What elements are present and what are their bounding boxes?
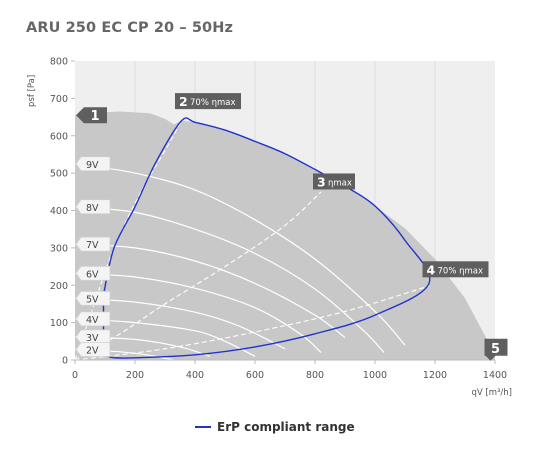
legend-line-swatch — [195, 426, 211, 428]
voltage-curve-9v — [75, 163, 406, 346]
voltage-tag — [75, 199, 111, 215]
y-tick-label: 100 — [50, 318, 68, 329]
efficiency-line — [75, 285, 430, 360]
legend-label: ErP compliant range — [217, 420, 355, 434]
legend: ErP compliant range — [195, 420, 355, 434]
marker-3-label: ηmax — [328, 178, 352, 188]
y-tick-label: 600 — [50, 131, 68, 142]
marker-2-label: 70% ηmax — [190, 98, 236, 108]
marker-4-num: 4 — [427, 262, 436, 277]
marker-1-label: 1 — [90, 109, 99, 124]
voltage-tag-label: 9V — [86, 160, 99, 171]
performance-chart: 9V 8V 7V 6V 5V 4V 3V 2V 0 100 200 300 400 500 600 700 80… — [27, 57, 512, 399]
marker-3 — [313, 173, 355, 190]
x-tick-label: 1400 — [483, 370, 507, 381]
y-tick-label: 300 — [50, 243, 68, 254]
voltage-tag — [75, 265, 111, 281]
y-tick-label: 200 — [50, 281, 68, 292]
voltage-tag-label: 2V — [86, 346, 99, 357]
x-axis-label: qV [m³/h] — [472, 388, 512, 398]
voltage-tag-label: 6V — [86, 269, 99, 280]
voltage-tag-label: 4V — [86, 315, 99, 326]
efficiency-line — [75, 191, 322, 360]
y-tick-label: 500 — [50, 169, 68, 180]
voltage-tag — [75, 342, 111, 357]
x-tick-label: 0 — [72, 370, 78, 381]
y-axis-label: psf [Pa] — [27, 75, 37, 107]
marker-5-label: 5 — [491, 342, 500, 357]
marker-5 — [484, 338, 508, 361]
voltage-curve-7v — [75, 243, 346, 339]
y-tick-label: 800 — [50, 57, 68, 68]
voltage-curve-8v — [75, 206, 385, 353]
voltage-tag — [75, 290, 111, 306]
voltage-curve-5v — [75, 297, 286, 350]
y-tick-label: 0 — [62, 356, 68, 367]
voltage-tag-label: 7V — [86, 240, 99, 251]
x-tick-label: 800 — [306, 370, 324, 381]
voltage-tag-label: 3V — [86, 333, 99, 344]
marker-3-num: 3 — [317, 174, 326, 189]
x-tick-label: 200 — [126, 370, 144, 381]
y-tick-label: 700 — [50, 94, 68, 105]
marker-2-num: 2 — [179, 94, 188, 109]
chart-title: ARU 250 EC CP 20 – 50Hz — [26, 20, 234, 36]
voltage-tag-label: 5V — [86, 294, 99, 305]
voltage-curve-6v — [75, 272, 322, 353]
voltage-tag — [75, 236, 111, 252]
erp-compliant-range-line — [102, 117, 431, 359]
marker-2 — [175, 93, 241, 110]
marker-4 — [422, 261, 489, 278]
voltage-tag-label: 8V — [86, 203, 99, 214]
x-tick-label: 1200 — [423, 370, 447, 381]
marker-4-label: 70% ηmax — [438, 266, 484, 276]
x-tick-label: 600 — [246, 370, 264, 381]
marker-1 — [76, 107, 107, 124]
x-tick-label: 400 — [186, 370, 204, 381]
x-tick-label: 1000 — [363, 370, 387, 381]
voltage-tag — [75, 156, 111, 172]
voltage-tag — [75, 311, 111, 327]
voltage-curve-4v — [75, 318, 256, 357]
voltage-tag — [75, 329, 111, 345]
y-tick-label: 400 — [50, 206, 68, 217]
